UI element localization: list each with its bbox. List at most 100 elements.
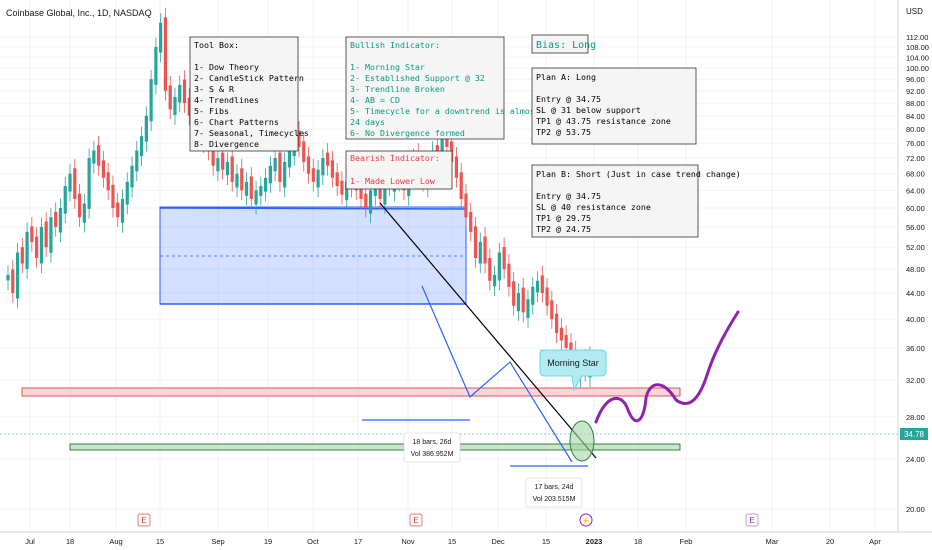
y-tick-label: 76.00 [906, 139, 925, 148]
morning-star-highlight[interactable] [569, 420, 595, 462]
support-zone[interactable] [69, 443, 681, 451]
candle-body [58, 208, 63, 233]
candle-body [92, 150, 96, 164]
candle-body [507, 263, 511, 287]
candle-body [163, 17, 168, 91]
y-tick-label: 84.00 [906, 112, 925, 121]
plan-b-lines: Plan B: Short (Just in case trend change… [536, 169, 741, 234]
candle-body [44, 221, 48, 248]
candle-body [97, 145, 101, 166]
candle-body [273, 158, 277, 172]
candle-body [316, 169, 320, 188]
note-line: 24 days [350, 117, 385, 127]
y-tick-label: 48.00 [906, 265, 925, 274]
candle-body [130, 165, 134, 188]
note-line: 3- Trendline Broken [350, 84, 445, 94]
resistance-zone[interactable] [21, 387, 681, 397]
y-tick-label: 108.00 [906, 43, 929, 52]
candle-body [550, 300, 554, 320]
candle-body [302, 141, 306, 162]
candle-body [221, 152, 225, 170]
range-box[interactable] [159, 206, 467, 305]
candle-body [492, 274, 497, 287]
note-line: 6- Chart Patterns [194, 117, 279, 127]
bearish-note[interactable]: Bearish Indicator: 1- Made Lower Low [345, 150, 453, 190]
candle-body [459, 172, 463, 200]
candle-body [63, 186, 67, 214]
y-tick-label: 92.00 [906, 87, 925, 96]
candle-body [330, 160, 334, 178]
candle-body [311, 168, 315, 182]
morning-star-callout[interactable] [539, 349, 607, 392]
bearish-item-1: 1- Made Lower Low [350, 176, 435, 186]
abcd-pattern[interactable] [421, 285, 573, 463]
bias-note[interactable]: Bias: Long [531, 34, 596, 54]
svg-text:⚡: ⚡ [582, 516, 591, 525]
chart-title: Coinbase Global, Inc., 1D, NASDAQ [6, 8, 152, 18]
downtrend-line[interactable] [379, 202, 597, 459]
projection-path[interactable] [594, 310, 740, 424]
candle-body [106, 172, 110, 191]
currency-label: USD [906, 7, 923, 16]
bullish-title: Bullish Indicator: [350, 40, 440, 50]
candle-body [159, 22, 163, 53]
candle-body [535, 280, 540, 293]
measure1-vol: Vol 386.952M [411, 451, 454, 458]
morning-star-label: Morning Star [547, 358, 599, 368]
y-tick-label: 28.00 [906, 413, 925, 422]
note-line: TP2 @ 53.75 [536, 127, 591, 137]
candle-body [230, 156, 234, 182]
split-marker[interactable]: ⚡ [579, 513, 593, 527]
bias-label: Bias: Long [536, 40, 596, 51]
candle-body [139, 136, 144, 157]
candle-body [545, 287, 549, 306]
x-tick-label: Mar [766, 537, 779, 546]
y-tick-label: 32.00 [906, 376, 925, 385]
candle-body [521, 287, 525, 313]
candle-body [15, 252, 20, 299]
note-line: TP2 @ 24.75 [536, 224, 591, 234]
earnings-marker-1[interactable]: E [137, 513, 151, 527]
candle-body [297, 130, 301, 147]
candle-body [54, 211, 58, 227]
x-tick-label: Nov [401, 537, 415, 546]
plan-b-note[interactable]: Plan B: Short (Just in case trend change… [531, 164, 741, 238]
candle-body [478, 241, 482, 264]
y-tick-label: 80.00 [906, 125, 925, 134]
earnings-marker-2[interactable]: E [409, 513, 423, 527]
candle-body [168, 85, 172, 110]
earnings-marker-3[interactable]: E [745, 513, 759, 527]
note-line: Entry @ 34.75 [536, 94, 601, 104]
candle-body [35, 236, 39, 258]
x-tick-label: 18 [66, 537, 74, 546]
x-tick-label: 2023 [586, 537, 603, 546]
note-line: 7- Seasonal, Timecycles [194, 128, 309, 138]
candle-body [30, 226, 34, 242]
y-tick-label: 36.00 [906, 344, 925, 353]
candle-body [225, 161, 230, 176]
note-line: 8- Divergence [194, 139, 259, 149]
note-line: 4- AB = CD [350, 95, 400, 105]
candle-body [77, 193, 82, 218]
x-tick-label: Dec [491, 537, 505, 546]
note-line: SL @ 40 resistance zone [536, 202, 651, 212]
note-line: SL @ 31 below support [536, 105, 641, 115]
candle-body [211, 145, 215, 166]
y-tick-label: 112.00 [906, 33, 928, 42]
candle-body [559, 327, 563, 341]
y-tick-label: 20.00 [906, 505, 925, 514]
candle-body [6, 274, 10, 281]
x-tick-label: Apr [869, 537, 881, 546]
y-tick-label: 96.00 [906, 75, 925, 84]
note-line: Plan B: Short (Just in case trend change… [536, 169, 741, 179]
y-tick-label: 24.00 [906, 455, 925, 464]
candle-body [383, 181, 387, 205]
x-axis[interactable]: Jul 18 Aug 15 Sep 19 Oct 17 Nov 15 Dec 15 2023 18 Feb M… [0, 531, 932, 546]
